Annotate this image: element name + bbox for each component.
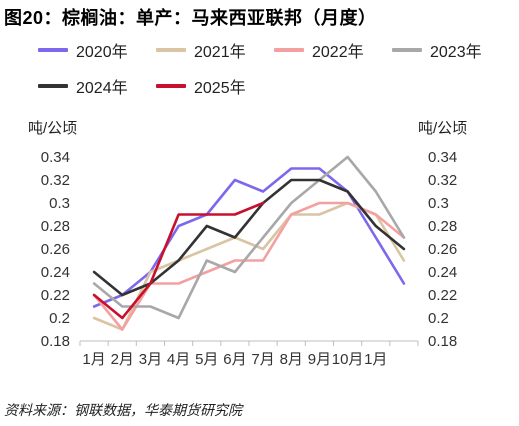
legend-swatch-2024 (38, 84, 68, 88)
legend-item-2020: 2020年 (38, 38, 128, 62)
x-tick-label: 2月 (111, 351, 134, 368)
legend-item-2022: 2022年 (274, 38, 364, 62)
x-tick-label: 4月 (167, 351, 190, 368)
y-tick-label-left: 0.3 (49, 195, 70, 212)
legend-swatch-2020 (38, 48, 68, 52)
y-tick-label-right: 0.32 (428, 172, 457, 189)
series-line-2024 (92, 178, 406, 297)
y-tick-label-right: 0.3 (428, 195, 449, 212)
y-tick-label-left: 0.24 (41, 264, 70, 281)
series-line-2025 (92, 201, 265, 320)
series-line-2023 (92, 155, 406, 320)
x-tick-label: 8月 (280, 351, 303, 368)
legend-swatch-2023 (392, 48, 422, 52)
axes (79, 340, 419, 346)
y-tick-label-right: 0.34 (428, 149, 457, 166)
legend-item-2024: 2024年 (38, 74, 128, 98)
x-tick-label: 7月 (251, 351, 274, 368)
y-tick-label-right: 0.18 (428, 333, 457, 350)
x-tick-label: 10月 (332, 351, 364, 368)
legend-label-2023: 2023年 (430, 44, 482, 61)
y-tick-label-left: 0.26 (41, 241, 70, 258)
y-tick-label-left: 0.32 (41, 172, 70, 189)
legend-item-2023: 2023年 (392, 38, 482, 62)
legend-label-2020: 2020年 (76, 44, 128, 61)
legend-swatch-2025 (156, 84, 186, 88)
y-tick-label-right: 0.24 (428, 264, 457, 281)
y-tick-label-left: 0.2 (49, 310, 70, 327)
x-tick-label: 6月 (223, 351, 246, 368)
y-tick-label-right: 0.26 (428, 241, 457, 258)
legend-item-2021: 2021年 (156, 38, 246, 62)
series-line-2020 (92, 167, 406, 308)
y-tick-label-right: 0.2 (428, 310, 449, 327)
y-tick-label-right: 0.28 (428, 218, 457, 235)
x-tick-label: 1月 (364, 351, 387, 368)
left-axis-unit: 吨/公顷 (28, 120, 78, 137)
y-tick-label-left: 0.34 (41, 149, 70, 166)
legend-label-2025: 2025年 (194, 80, 246, 97)
x-tick-label: 5月 (195, 351, 218, 368)
legend-item-2025: 2025年 (156, 74, 246, 98)
chart-title: 图20：棕榈油：单产：马来西亚联邦（月度） (4, 8, 377, 28)
y-tick-label-left: 0.18 (41, 333, 70, 350)
legend-label-2021: 2021年 (194, 44, 246, 61)
data-source-note: 资料来源：钢联数据，华泰期货研究院 (4, 402, 242, 418)
y-tick-label-right: 0.22 (428, 287, 457, 304)
series-lines (92, 155, 406, 331)
legend-label-2022: 2022年 (312, 44, 364, 61)
x-tick-label: 1月 (82, 351, 105, 368)
x-tick-label: 9月 (308, 351, 331, 368)
legend-swatch-2021 (156, 48, 186, 52)
legend-label-2024: 2024年 (76, 80, 128, 97)
tick-labels: 0.18 0.18 0.2 0.2 0.22 0.22 0.24 0.24 0.26 0.26 0.… (41, 149, 457, 368)
legend-swatch-2022 (274, 48, 304, 52)
y-tick-label-left: 0.22 (41, 287, 70, 304)
right-axis-unit: 吨/公顷 (418, 120, 468, 137)
y-tick-label-left: 0.28 (41, 218, 70, 235)
x-tick-label: 3月 (139, 351, 162, 368)
